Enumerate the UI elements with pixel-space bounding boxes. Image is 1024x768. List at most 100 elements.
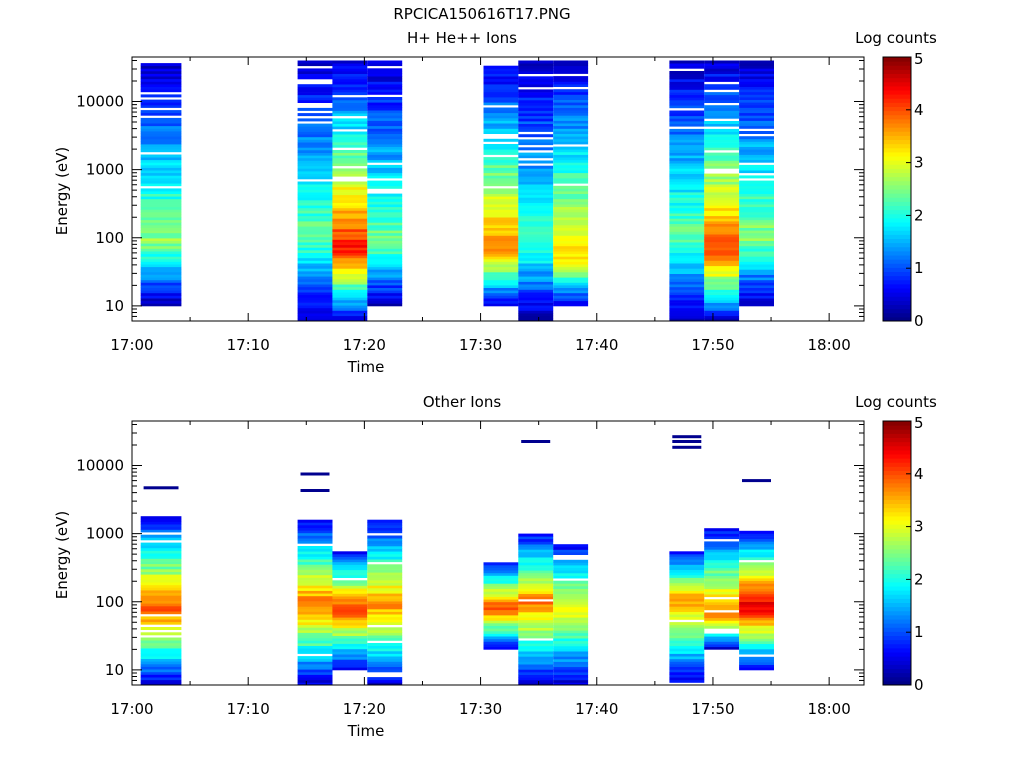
spectrogram-cell — [739, 219, 774, 223]
spectrogram-cell — [669, 150, 705, 153]
spectrogram-cell — [297, 207, 333, 211]
spectrogram-cell — [140, 170, 182, 174]
spectrogram-cell — [518, 617, 554, 621]
spectrogram-cell — [739, 530, 774, 534]
colorbar-segment — [883, 627, 911, 632]
spectrogram-cell — [669, 231, 705, 235]
colorbar-segment — [883, 635, 911, 641]
spectrogram-cell — [140, 650, 182, 654]
spectrogram-cell — [297, 640, 333, 644]
spectrogram-cell — [332, 73, 368, 77]
spectrogram-cell — [669, 260, 705, 264]
spectrogram-cell — [669, 155, 705, 159]
spectrogram-cell — [367, 84, 403, 87]
spectrogram-cell — [704, 255, 740, 259]
spectrogram-cell — [739, 78, 774, 82]
spectrogram-cell — [518, 593, 554, 597]
spectrogram-cell — [332, 278, 368, 282]
spectrogram-cell — [704, 594, 740, 598]
spectrogram-cell — [704, 620, 740, 624]
spectrogram-cell — [332, 662, 368, 665]
isolated-count-line — [672, 440, 702, 443]
spectrogram-cell — [332, 205, 368, 209]
spectrogram-cell — [332, 213, 368, 217]
spectrogram-cell — [553, 614, 589, 618]
spectrogram-cell — [518, 118, 554, 122]
spectrogram-cell — [553, 627, 589, 631]
spectrogram-cell — [704, 284, 740, 288]
spectrogram-cell — [704, 97, 740, 101]
spectrogram-cell — [367, 266, 403, 270]
spectrogram-cell — [332, 643, 368, 647]
spectrogram-cell — [739, 73, 774, 77]
spectrogram-cell — [332, 572, 368, 576]
spectrogram-cell — [332, 318, 368, 322]
spectrogram-cell — [553, 648, 589, 652]
spectrogram-cell — [739, 546, 774, 550]
spectrogram-cell — [367, 574, 403, 578]
spectrogram-cell — [367, 253, 403, 257]
colorbar-segment — [883, 643, 911, 649]
colorbar-segment — [883, 553, 911, 558]
spectrogram-cell — [739, 230, 774, 234]
spectrogram-cell — [518, 611, 554, 615]
spectrogram-cell — [297, 532, 333, 536]
spectrogram-cell — [297, 540, 333, 544]
spectrogram-cell — [297, 197, 333, 201]
spectrogram-cell — [367, 269, 403, 273]
spectrogram-cell — [297, 559, 333, 563]
colorbar-tick-label: 3 — [914, 154, 924, 172]
spectrogram-cell — [483, 175, 519, 179]
spectrogram-cell — [669, 244, 705, 248]
spectrogram-cell — [483, 188, 519, 192]
spectrogram-cell — [553, 630, 589, 634]
spectrogram-cell — [553, 188, 589, 192]
spectrogram-cell — [704, 313, 740, 317]
spectrogram-cell — [140, 68, 182, 72]
spectrogram-cell — [704, 273, 740, 277]
spectrogram-cell — [669, 115, 705, 119]
spectrogram-cell — [518, 255, 554, 259]
spectrogram-cell — [704, 615, 740, 619]
spectrogram-cell — [669, 643, 705, 647]
spectrogram-cell — [553, 209, 589, 213]
spectrogram-cell — [553, 674, 589, 678]
spectrogram-cell — [739, 131, 774, 134]
spectrogram-cell — [669, 136, 705, 140]
spectrogram-cell — [739, 68, 774, 72]
spectrogram-cell — [297, 236, 333, 240]
spectrogram-cell — [367, 70, 403, 74]
spectrogram-cell — [518, 619, 554, 623]
spectrogram-cell — [140, 290, 182, 294]
spectrogram-cell — [518, 268, 554, 272]
spectrogram-cell — [704, 142, 740, 146]
spectrogram-cell — [332, 585, 368, 589]
spectrogram-cell — [483, 591, 519, 595]
colorbar-segment — [883, 234, 911, 240]
spectrogram-cell — [553, 89, 589, 93]
spectrogram-cell — [483, 172, 519, 176]
spectrogram-cell — [367, 277, 403, 281]
x-tick-label: 17:50 — [691, 336, 734, 354]
spectrogram-cell — [297, 577, 333, 581]
spectrogram-cell — [332, 255, 368, 259]
colorbar-segment — [883, 429, 911, 434]
spectrogram-cell — [739, 214, 774, 218]
spectrogram-cell — [518, 171, 554, 174]
spectrogram-cell — [669, 648, 705, 652]
spectrogram-cell — [332, 556, 368, 560]
spectrogram-cell — [553, 274, 589, 278]
spectrogram-cell — [739, 646, 774, 650]
spectrogram-cell — [518, 244, 554, 248]
spectrogram-cell — [553, 175, 589, 179]
spectrogram-cell — [332, 218, 368, 222]
spectrogram-cell — [332, 263, 368, 267]
colorbar-tick-label: 4 — [914, 465, 924, 483]
colorbar-segment — [883, 226, 911, 231]
spectrogram-cell — [483, 183, 519, 187]
colorbar-segment — [883, 189, 911, 194]
spectrogram-cell — [704, 184, 740, 188]
spectrogram-cell — [483, 167, 519, 171]
spectrogram-cell — [367, 643, 403, 646]
spectrogram-cell — [140, 120, 182, 124]
